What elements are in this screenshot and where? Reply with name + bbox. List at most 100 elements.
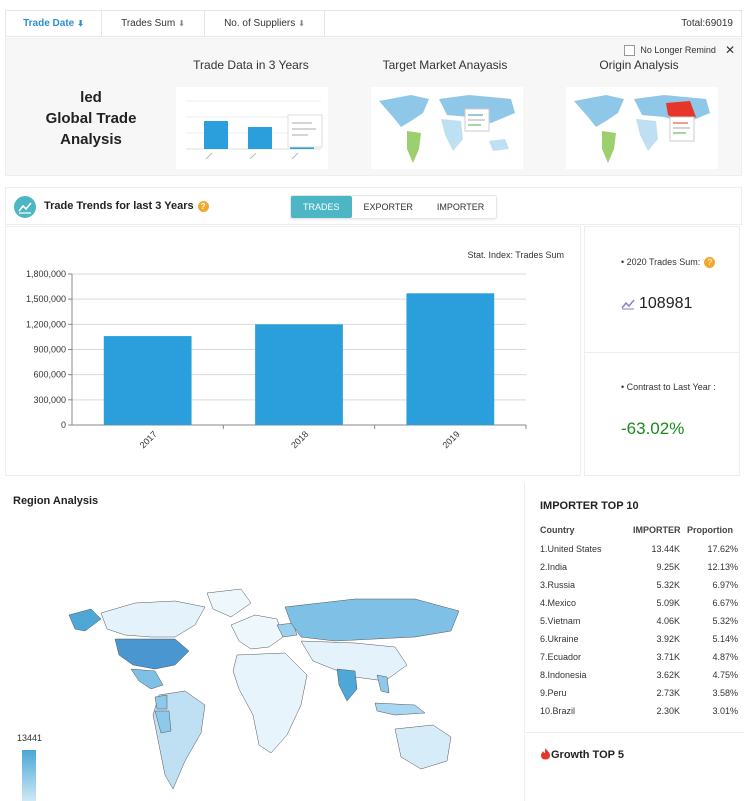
table-row[interactable]: 4.Mexico 5.09K 6.67%: [540, 598, 738, 616]
col-proportion: Proportion: [687, 525, 733, 535]
trend-chart-panel: Stat. Index: Trades Sum 0 300,000 600,000 9…: [5, 226, 581, 476]
product-name: led: [80, 89, 102, 106]
mini-origin-map: [574, 95, 710, 163]
growth-title: Growth TOP 5: [540, 747, 624, 761]
sort-trade-date[interactable]: Trade Date ⬇: [6, 11, 102, 36]
sum-label: • 2020 Trades Sum:?: [621, 257, 716, 269]
contrast-value: -63.02%: [621, 419, 685, 438]
close-icon[interactable]: ✕: [724, 43, 735, 57]
remind-checkbox[interactable]: [624, 44, 636, 56]
growth-title-text: Growth TOP 5: [551, 749, 624, 761]
row-importer-count: 9.25K: [656, 562, 680, 572]
sort-label: Trades Sum: [121, 18, 176, 29]
mini-world-map: [379, 95, 515, 163]
x-tick-label: 2018: [289, 429, 310, 450]
row-importer-count: 4.06K: [656, 616, 680, 626]
australia-region: [394, 724, 452, 770]
table-row[interactable]: 2.India 9.25K 12.13%: [540, 562, 738, 580]
bar[interactable]: [255, 324, 343, 425]
united-states-region: [114, 638, 190, 670]
table-row[interactable]: 5.Vietnam 4.06K 5.32%: [540, 616, 738, 634]
row-country: 2.India: [540, 562, 568, 572]
table-row[interactable]: 9.Peru 2.73K 3.58%: [540, 688, 738, 706]
y-tick-label: 1,500,000: [26, 294, 66, 304]
y-tick-label: 0: [61, 420, 66, 430]
row-proportion: 3.01%: [712, 706, 738, 716]
sum-value-row: 108981: [621, 295, 692, 313]
sort-suppliers[interactable]: No. of Suppliers ⬇: [205, 11, 325, 36]
indonesia-region: [374, 702, 426, 716]
tab-importer[interactable]: IMPORTER: [436, 202, 485, 212]
trend-tabs: TRADES EXPORTER IMPORTER: [290, 195, 498, 219]
no-longer-remind: No Longer Remind ✕: [624, 43, 735, 57]
thumb-title-target-market: Target Market Anayasis: [382, 58, 508, 72]
europe-region: [230, 614, 284, 650]
row-proportion: 5.14%: [712, 634, 738, 644]
vietnam-region: [376, 674, 390, 694]
banner-title: led Global Trade Analysis: [16, 87, 166, 150]
trend-title-text: Trade Trends for last 3 Years: [44, 200, 194, 212]
world-map[interactable]: [55, 585, 465, 801]
col-importer: IMPORTER: [633, 525, 681, 535]
peru-region: [154, 710, 172, 734]
thumb-title-origin: Origin Analysis: [599, 58, 679, 72]
bar[interactable]: [103, 336, 192, 425]
row-country: 8.Indonesia: [540, 670, 587, 680]
ecuador-region: [154, 694, 168, 710]
target-market-thumbnail[interactable]: [371, 87, 523, 169]
alaska-region: [68, 608, 102, 632]
importer-top10-panel: IMPORTER TOP 10 Country IMPORTER Proport…: [524, 483, 744, 733]
banner-title-line: Analysis: [60, 131, 122, 148]
contrast-label: • Contrast to Last Year :: [621, 382, 716, 392]
table-row[interactable]: 10.Brazil 2.30K 3.01%: [540, 706, 738, 724]
row-importer-count: 5.09K: [656, 598, 680, 608]
help-icon[interactable]: ?: [197, 200, 209, 212]
trade-data-thumbnail[interactable]: [176, 87, 328, 169]
tab-trades[interactable]: TRADES: [291, 196, 352, 218]
row-importer-count: 3.92K: [656, 634, 680, 644]
table-row[interactable]: 1.United States 13.44K 17.62%: [540, 544, 738, 562]
row-importer-count: 3.62K: [656, 670, 680, 680]
sum-value: 108981: [639, 295, 693, 312]
row-country: 10.Brazil: [540, 706, 576, 716]
sort-down-icon: ⬇: [77, 19, 84, 28]
help-icon[interactable]: ?: [704, 257, 716, 269]
x-tick-label: 2019: [440, 429, 461, 450]
table-row[interactable]: 6.Ukraine 3.92K 5.14%: [540, 634, 738, 652]
importer-top10-title: IMPORTER TOP 10: [540, 500, 639, 512]
row-proportion: 6.97%: [712, 580, 738, 590]
divider: [585, 352, 739, 353]
greenland-region: [206, 588, 252, 618]
x-tick-label: 2017: [138, 429, 159, 450]
row-country: 6.Ukraine: [540, 634, 579, 644]
trend-chart-icon: [14, 196, 36, 218]
table-row[interactable]: 7.Ecuador 3.71K 4.87%: [540, 652, 738, 670]
africa-region: [232, 652, 308, 754]
fire-icon: [541, 748, 550, 760]
growth-top5-panel: Growth TOP 5: [524, 735, 744, 801]
legend-gradient: [22, 750, 36, 801]
col-country: Country: [540, 525, 575, 535]
tab-exporter[interactable]: EXPORTER: [363, 202, 413, 212]
origin-thumbnail[interactable]: [566, 87, 718, 169]
row-proportion: 17.62%: [707, 544, 738, 554]
row-country: 1.United States: [540, 544, 602, 554]
y-tick-label: 600,000: [33, 370, 66, 380]
row-importer-count: 2.73K: [656, 688, 680, 698]
banner-title-line: Global Trade: [45, 110, 137, 127]
sort-trades-sum[interactable]: Trades Sum ⬇: [102, 11, 205, 36]
table-row[interactable]: 3.Russia 5.32K 6.97%: [540, 580, 738, 598]
table-row[interactable]: 8.Indonesia 3.62K 4.75%: [540, 670, 738, 688]
row-country: 4.Mexico: [540, 598, 577, 608]
row-importer-count: 3.71K: [656, 652, 680, 662]
total-count: Total:69019: [681, 18, 733, 29]
sort-down-icon: ⬇: [178, 19, 185, 28]
legend-max-value: 13441: [17, 733, 43, 743]
row-proportion: 4.75%: [712, 670, 738, 680]
trend-bar-chart: 0 300,000 600,000 900,000 1,200,000 1,500,000…: [26, 269, 527, 450]
canada-region: [100, 600, 206, 638]
bar[interactable]: [406, 293, 495, 425]
trend-line-icon: [621, 299, 635, 310]
sort-label: Trade Date: [23, 18, 75, 29]
row-importer-count: 13.44K: [651, 544, 680, 554]
